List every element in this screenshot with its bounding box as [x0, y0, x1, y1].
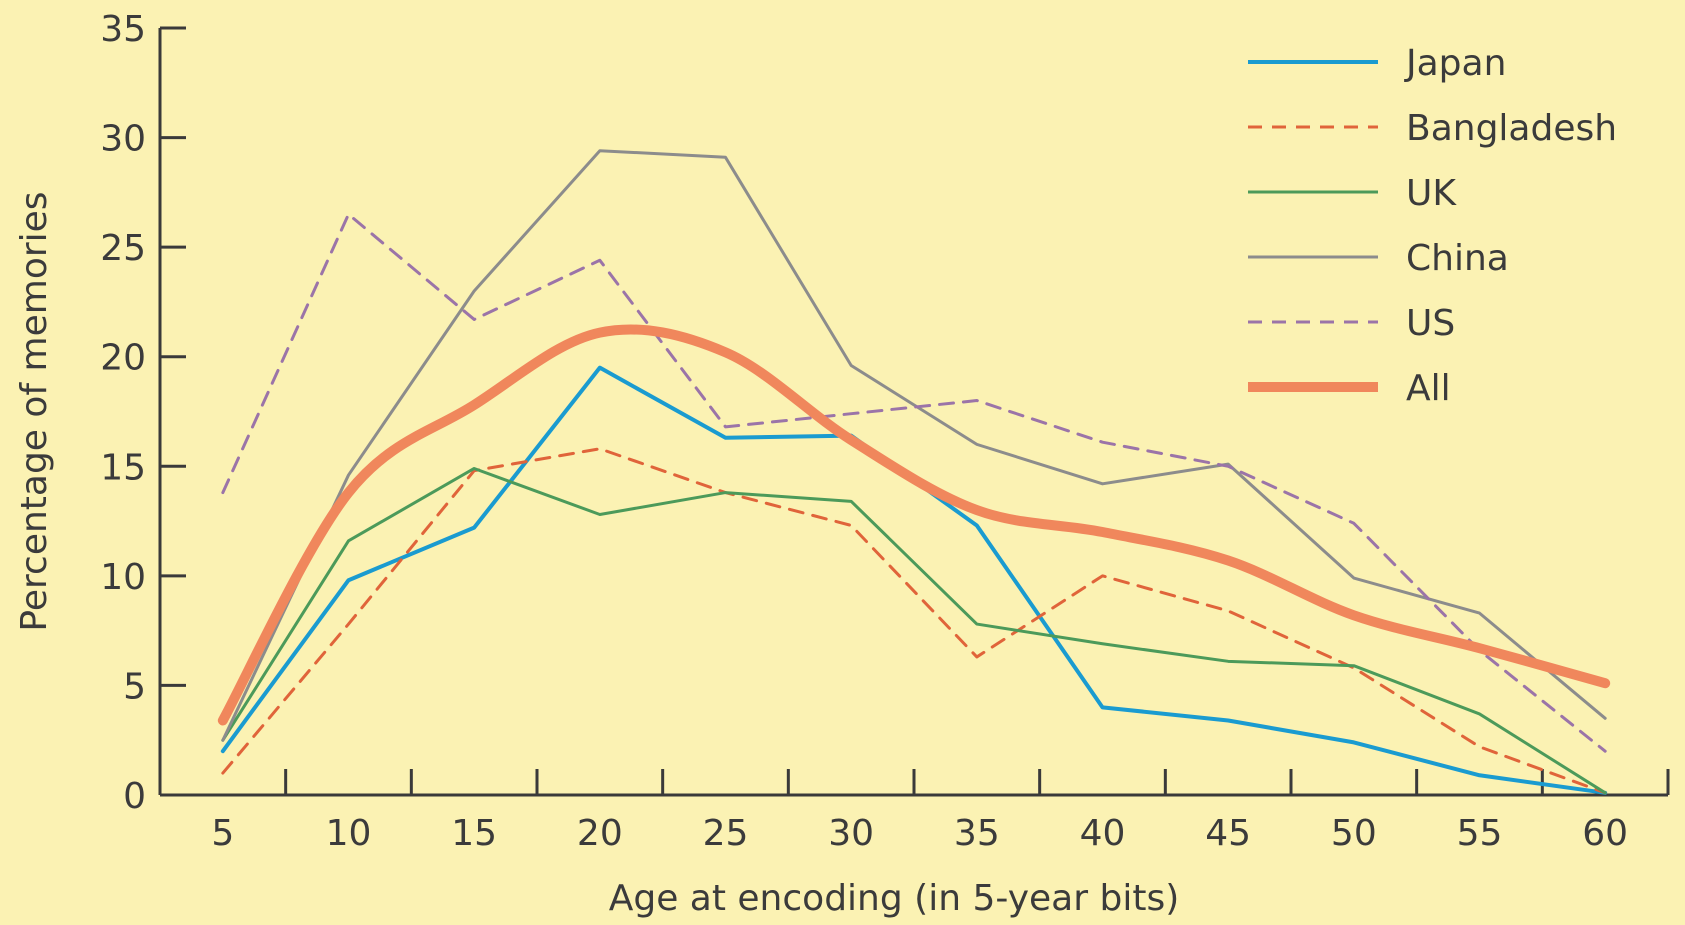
series-line-all [217, 324, 1611, 726]
y-tick-label: 15 [100, 447, 146, 488]
x-tick-label: 20 [577, 813, 623, 854]
legend-label-all: All [1406, 368, 1451, 409]
axes: 0 5 10 15 20 25 30 35 5 10 15 20 25 30 35 40 45 50 55 60 [100, 9, 1670, 854]
x-tick-label: 45 [1205, 813, 1251, 854]
x-tick-label: 25 [703, 813, 749, 854]
legend-label-japan: Japan [1404, 43, 1506, 84]
x-tick-label: 30 [828, 813, 874, 854]
x-tick-label: 10 [326, 813, 372, 854]
series-line-bangladesh [221, 447, 1607, 795]
legend-label-us: US [1406, 303, 1455, 344]
x-axis-title: Age at encoding (in 5-year bits) [609, 878, 1180, 919]
y-axis-title: Percentage of memories [14, 191, 55, 631]
legend-label-bangladesh: Bangladesh [1406, 108, 1617, 149]
x-tick-label: 35 [954, 813, 1000, 854]
x-tick-label: 15 [451, 813, 497, 854]
y-tick-label: 30 [100, 119, 146, 160]
series-line-china [221, 149, 1607, 742]
legend-label-uk: UK [1406, 173, 1457, 214]
x-tick-label: 50 [1331, 813, 1377, 854]
y-tick-label: 25 [100, 228, 146, 269]
series-line-uk [221, 466, 1607, 795]
legend: Japan Bangladesh UK China US All [1248, 43, 1617, 409]
y-tick-label: 0 [123, 776, 146, 817]
y-tick-label: 5 [123, 666, 146, 707]
y-tick-label: 20 [100, 338, 146, 379]
x-tick-label: 55 [1457, 813, 1503, 854]
series-line-us [221, 212, 1607, 753]
y-tick-label: 10 [100, 557, 146, 598]
legend-label-china: China [1406, 238, 1509, 279]
x-tick-label: 5 [211, 813, 234, 854]
x-tick-label: 40 [1080, 813, 1126, 854]
y-tick-label: 35 [100, 9, 146, 50]
x-tick-label: 60 [1582, 813, 1628, 854]
series-lines [217, 149, 1611, 795]
